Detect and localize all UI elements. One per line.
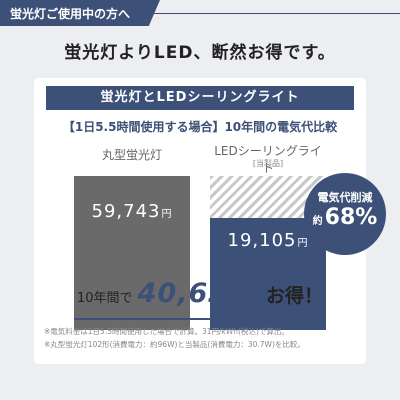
fluorescent-cost-value: 59,743円 <box>74 201 190 222</box>
savings-badge: 電気代削減 約68% <box>304 173 386 255</box>
card-title: 蛍光灯とLEDシーリングライト <box>46 86 354 110</box>
footnotes: ※電気料金は1日5.5時間使用した場合で計算。31円/kWh(税込)で算出。 ※… <box>44 325 358 351</box>
fluorescent-cost-bar <box>74 176 190 330</box>
header-tag: 蛍光灯ご使用中の方へ <box>0 0 160 26</box>
result-amount: 40,638 <box>137 278 248 309</box>
result-unit: 円 <box>247 291 261 306</box>
footnote: ※電気料金は1日5.5時間使用した場合で計算。31円/kWh(税込)で算出。 <box>44 327 289 336</box>
badge-approx: 約 <box>312 216 323 227</box>
footnote: ※丸型蛍光灯102形(消費電力：約96W)と当製品(消費電力：30.7W)を比較… <box>44 340 305 349</box>
result-underline <box>74 318 326 320</box>
badge-percent: 約68% <box>304 205 386 230</box>
right-column-sublabel: [当製品] <box>252 159 284 168</box>
led-cost-number: 19,105 <box>227 230 297 251</box>
result-suffix: お得！ <box>265 285 323 307</box>
savings-result: 10年間で 40,638円 お得！ <box>34 278 366 309</box>
header-divider <box>150 13 400 14</box>
yen-unit: 円 <box>161 209 173 220</box>
left-column-label: 丸型蛍光灯 <box>101 148 162 162</box>
comparison-card: 蛍光灯とLEDシーリングライト 【1日5.5時間使用する場合】10年間の電気代比… <box>34 78 386 364</box>
yen-unit: 円 <box>297 238 309 249</box>
right-column-label: LEDシーリングライト <box>214 144 322 175</box>
result-prefix: 10年間で <box>77 291 133 306</box>
led-cost-bar <box>210 218 326 330</box>
led-cost-value: 19,105円 <box>210 230 326 251</box>
badge-label: 電気代削減 <box>317 191 373 204</box>
fluorescent-cost-number: 59,743 <box>91 201 161 222</box>
badge-percent-value: 68% <box>324 205 378 230</box>
comparison-subtitle: 【1日5.5時間使用する場合】10年間の電気代比較 <box>62 120 338 134</box>
page-headline: 蛍光灯よりLED、断然お得です。 <box>64 43 336 63</box>
